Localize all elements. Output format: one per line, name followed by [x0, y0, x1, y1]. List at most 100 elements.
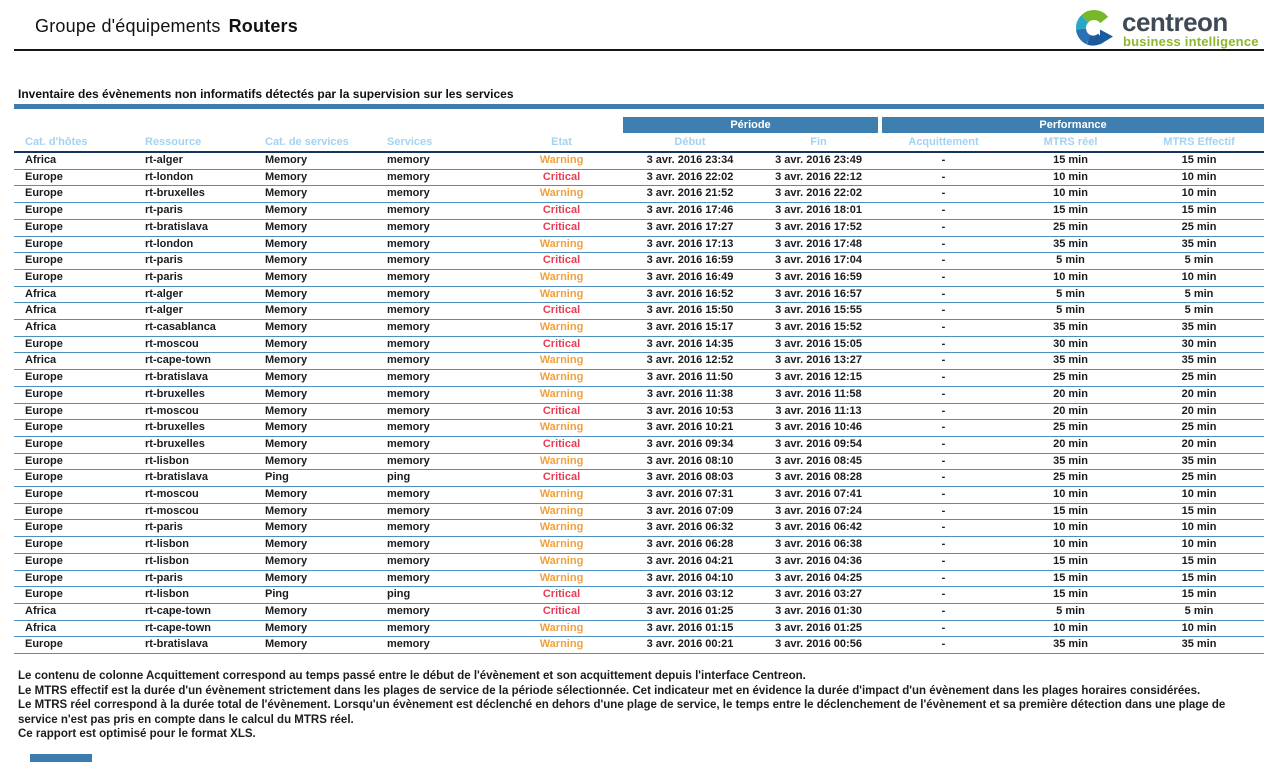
table-row: Africa rt-cape-town Memory memory Warning 3 a… — [14, 620, 1265, 638]
cell-service: memory — [376, 236, 500, 254]
cell-resource: rt-paris — [134, 519, 254, 538]
cell-end: 3 avr. 2016 15:52 — [757, 319, 881, 337]
cell-mtrs-effective: 30 min — [1134, 336, 1265, 354]
cell-acknowledgement: - — [880, 419, 1008, 437]
table-row: Europe rt-paris Memory memory Warning 3 avr. … — [14, 570, 1265, 588]
column-header-acknowledgement: Acquittement — [880, 133, 1008, 153]
cell-end: 3 avr. 2016 11:58 — [757, 386, 881, 404]
cell-host-category: Africa — [14, 620, 134, 638]
cell-mtrs-real: 10 min — [1007, 519, 1135, 538]
cell-start: 3 avr. 2016 04:21 — [623, 553, 757, 571]
cell-acknowledgement: - — [880, 302, 1008, 321]
cell-end: 3 avr. 2016 15:55 — [757, 302, 881, 321]
cell-host-category: Africa — [14, 319, 134, 337]
cell-mtrs-effective: 15 min — [1134, 570, 1265, 588]
cell-mtrs-effective: 35 min — [1134, 236, 1265, 254]
cell-service: memory — [376, 152, 500, 170]
cell-resource: rt-lisbon — [134, 453, 254, 471]
cell-resource: rt-paris — [134, 269, 254, 287]
cell-host-category: Africa — [14, 286, 134, 304]
cell-mtrs-effective: 15 min — [1134, 553, 1265, 571]
cell-host-category: Europe — [14, 436, 134, 454]
cell-mtrs-real: 10 min — [1007, 486, 1135, 504]
cell-host-category: Africa — [14, 352, 134, 371]
cell-host-category: Europe — [14, 519, 134, 538]
cell-mtrs-real: 15 min — [1007, 152, 1135, 170]
cell-service: ping — [376, 469, 500, 488]
cell-state: Warning — [500, 486, 623, 504]
cell-acknowledgement: - — [880, 386, 1008, 404]
cell-end: 3 avr. 2016 06:38 — [757, 536, 881, 554]
cell-host-category: Europe — [14, 236, 134, 254]
report-notes: Le contenu de colonne Acquittement corre… — [18, 669, 1264, 742]
cell-service: memory — [376, 369, 500, 387]
cell-start: 3 avr. 2016 01:15 — [623, 620, 757, 638]
table-row: Europe rt-moscou Memory memory Critical 3 avr… — [14, 336, 1265, 354]
cell-mtrs-effective: 20 min — [1134, 436, 1265, 454]
table-row: Europe rt-bratislava Memory memory Critical 3… — [14, 219, 1265, 237]
table-row: Europe rt-lisbon Memory memory Warning 3 avr.… — [14, 536, 1265, 554]
cell-service: memory — [376, 252, 500, 270]
cell-service: memory — [376, 436, 500, 454]
cell-start: 3 avr. 2016 06:28 — [623, 536, 757, 554]
cell-service: memory — [376, 219, 500, 237]
cell-state: Warning — [500, 553, 623, 571]
section-title: Inventaire des évènements non informatif… — [18, 87, 514, 101]
cell-mtrs-effective: 35 min — [1134, 453, 1265, 471]
cell-service-category: Memory — [254, 486, 376, 504]
cell-service-category: Memory — [254, 403, 376, 421]
cell-mtrs-real: 35 min — [1007, 453, 1135, 471]
cell-host-category: Europe — [14, 453, 134, 471]
cell-mtrs-effective: 15 min — [1134, 152, 1265, 170]
cell-mtrs-effective: 25 min — [1134, 369, 1265, 387]
table-row: Europe rt-moscou Memory memory Critical 3 avr… — [14, 403, 1265, 421]
column-header-service: Services — [376, 133, 500, 153]
cell-end: 3 avr. 2016 16:59 — [757, 269, 881, 287]
table-row: Europe rt-london Memory memory Warning 3 avr.… — [14, 236, 1265, 254]
cell-resource: rt-alger — [134, 152, 254, 170]
cell-host-category: Europe — [14, 386, 134, 404]
cell-service: memory — [376, 503, 500, 521]
cell-start: 3 avr. 2016 16:49 — [623, 269, 757, 287]
cell-mtrs-real: 15 min — [1007, 586, 1135, 604]
cell-acknowledgement: - — [880, 352, 1008, 371]
cell-end: 3 avr. 2016 22:02 — [757, 185, 881, 204]
cell-mtrs-real: 10 min — [1007, 269, 1135, 287]
cell-service-category: Memory — [254, 386, 376, 404]
cell-service: memory — [376, 553, 500, 571]
column-header-state: Etat — [500, 133, 623, 153]
cell-service: memory — [376, 286, 500, 304]
cell-service: memory — [376, 486, 500, 504]
cell-state: Warning — [500, 453, 623, 471]
cell-acknowledgement: - — [880, 219, 1008, 237]
cell-start: 3 avr. 2016 07:31 — [623, 486, 757, 504]
column-header-service-category: Cat. de services — [254, 133, 376, 153]
cell-state: Warning — [500, 503, 623, 521]
cell-service-category: Memory — [254, 169, 376, 187]
cell-end: 3 avr. 2016 01:25 — [757, 620, 881, 638]
cell-end: 3 avr. 2016 07:24 — [757, 503, 881, 521]
cell-acknowledgement: - — [880, 553, 1008, 571]
cell-mtrs-real: 25 min — [1007, 219, 1135, 237]
column-header-end: Fin — [757, 133, 881, 153]
note-line: Le contenu de colonne Acquittement corre… — [18, 670, 806, 683]
table-row: Africa rt-alger Memory memory Critical 3 avr.… — [14, 302, 1265, 321]
cell-host-category: Europe — [14, 419, 134, 437]
cell-service-category: Memory — [254, 436, 376, 454]
cell-end: 3 avr. 2016 22:12 — [757, 169, 881, 187]
cell-service: memory — [376, 536, 500, 554]
cell-acknowledgement: - — [880, 202, 1008, 220]
cell-end: 3 avr. 2016 17:52 — [757, 219, 881, 237]
cell-state: Critical — [500, 586, 623, 604]
table-row: Europe rt-paris Memory memory Critical 3 avr.… — [14, 252, 1265, 270]
cell-end: 3 avr. 2016 17:48 — [757, 236, 881, 254]
cell-state: Critical — [500, 403, 623, 421]
note-line: service n'est pas pris en compte dans le… — [18, 713, 354, 726]
table-row: Europe rt-bratislava Memory memory Warning 3 … — [14, 369, 1265, 387]
cell-resource: rt-moscou — [134, 486, 254, 504]
header-divider — [14, 49, 1264, 51]
cell-start: 3 avr. 2016 17:27 — [623, 219, 757, 237]
cell-mtrs-real: 10 min — [1007, 620, 1135, 638]
cell-start: 3 avr. 2016 22:02 — [623, 169, 757, 187]
cell-service-category: Memory — [254, 570, 376, 588]
